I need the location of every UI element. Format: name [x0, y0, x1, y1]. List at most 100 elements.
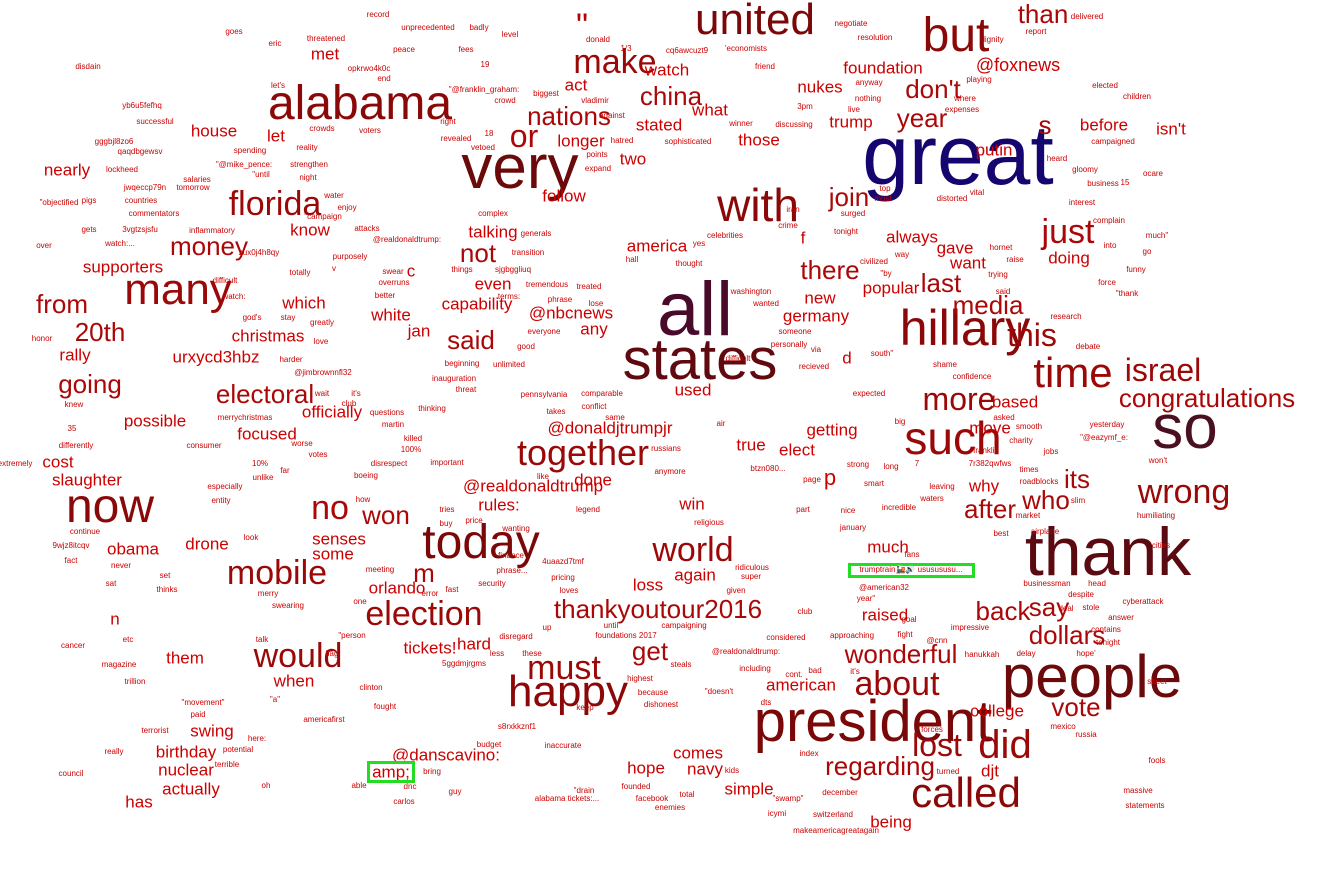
- cloud-word: trying: [988, 270, 1008, 279]
- cloud-word: met: [310, 44, 340, 64]
- cloud-word: smooth: [1015, 422, 1043, 431]
- cloud-word: icymi: [767, 809, 787, 818]
- cloud-word: "person: [338, 631, 366, 640]
- cloud-word: stated: [635, 115, 683, 135]
- cloud-word: phrase: [547, 295, 573, 304]
- cloud-word: peace: [393, 45, 415, 54]
- cloud-word: isn't: [1156, 119, 1186, 139]
- cloud-word: purposely: [332, 252, 368, 261]
- cloud-word: delay: [1016, 649, 1036, 658]
- cloud-word: how: [355, 495, 371, 504]
- cloud-word: mexico: [1050, 722, 1076, 731]
- cloud-word: get: [631, 636, 669, 666]
- cloud-word: n: [110, 609, 120, 629]
- cloud-word: from: [36, 289, 88, 319]
- cloud-word: f: [800, 228, 806, 248]
- cloud-word: phrase...: [496, 566, 528, 575]
- cloud-word: big: [894, 417, 906, 426]
- cloud-word: goal: [901, 615, 917, 624]
- cloud-word: 3pm: [797, 102, 813, 111]
- cloud-word: tries: [439, 505, 455, 514]
- cloud-word: price: [465, 516, 483, 525]
- cloud-word: "thank: [1115, 289, 1139, 298]
- cloud-word: happy: [508, 667, 628, 716]
- cloud-word: right: [440, 117, 456, 126]
- cloud-word: everyone: [527, 327, 561, 336]
- cloud-word: steals: [670, 660, 692, 669]
- cloud-word: legend: [575, 505, 601, 514]
- cloud-word: trump: [829, 112, 873, 132]
- cloud-word: @danscavino:: [392, 745, 500, 765]
- cloud-word: again: [674, 565, 716, 585]
- cloud-word: approaching: [829, 631, 875, 640]
- cloud-word: carlos: [393, 797, 415, 806]
- cloud-word: dnc: [403, 782, 417, 791]
- cloud-word: swearing: [271, 601, 305, 610]
- cloud-word: votes: [308, 450, 328, 459]
- cloud-word: like: [536, 472, 550, 481]
- cloud-word: incredible: [881, 503, 917, 512]
- cloud-word: god's: [242, 313, 262, 322]
- cloud-word: nice: [840, 506, 856, 515]
- cloud-word: statements: [1125, 801, 1165, 810]
- cloud-word: 100%: [400, 445, 422, 454]
- cloud-word: countries: [124, 196, 158, 205]
- cloud-word: tomorrow: [176, 183, 210, 192]
- cloud-word: with: [717, 179, 799, 231]
- cloud-word: cancer: [60, 641, 86, 650]
- cloud-word: important: [430, 458, 464, 467]
- cloud-word: waters: [920, 494, 944, 503]
- cloud-word: charity: [1009, 436, 1033, 445]
- cloud-word: successful: [136, 117, 174, 126]
- cloud-word: far: [280, 466, 290, 475]
- cloud-word: december: [822, 788, 858, 797]
- cloud-word: airplane: [1030, 527, 1060, 536]
- cloud-word: research: [1050, 312, 1082, 321]
- cloud-word: hillary: [899, 300, 1031, 356]
- cloud-word: thank: [1024, 514, 1192, 590]
- cloud-word: switzerland: [812, 810, 854, 819]
- cloud-word: fact: [64, 556, 78, 565]
- cloud-word: actually: [162, 779, 220, 799]
- cloud-word: loves: [559, 586, 579, 595]
- cloud-word: hard: [456, 634, 492, 654]
- cloud-word: report: [1025, 27, 1047, 36]
- cloud-word: negotiate: [834, 19, 868, 28]
- cloud-word: "objectified: [39, 198, 79, 207]
- cloud-word: budget: [476, 740, 502, 749]
- cloud-word: night: [299, 173, 317, 182]
- cloud-word: spending: [233, 146, 267, 155]
- cloud-word: senses: [312, 529, 366, 549]
- cloud-word: less: [489, 649, 505, 658]
- cloud-word: before: [1079, 115, 1129, 135]
- cloud-word: good: [517, 342, 535, 351]
- cloud-word: 4uaazd7tmf: [542, 557, 584, 566]
- cloud-word: distorted: [936, 194, 968, 203]
- cloud-word: 15: [1120, 178, 1130, 187]
- cloud-word: 9wjz8itcqv: [52, 541, 90, 550]
- cloud-word: college: [970, 701, 1024, 721]
- cloud-word: called: [911, 769, 1021, 816]
- highlight-trumptrain: [847, 562, 975, 578]
- cloud-word: must: [527, 649, 601, 687]
- cloud-word: america: [626, 236, 688, 256]
- cloud-word: it's: [850, 667, 860, 676]
- cloud-word: cities: [1151, 541, 1171, 550]
- cloud-word: civilized: [859, 257, 889, 266]
- cloud-word: enjoy: [337, 203, 357, 212]
- cloud-word: nukes: [797, 77, 843, 97]
- cloud-word: p: [823, 465, 837, 490]
- cloud-word: tonight: [833, 227, 859, 236]
- cloud-word: security: [478, 579, 506, 588]
- cloud-word: deal: [1058, 604, 1074, 613]
- cloud-word: "until: [252, 170, 270, 179]
- cloud-word: focused: [237, 424, 297, 444]
- cloud-word: extremely: [0, 459, 33, 468]
- cloud-word: about: [854, 665, 940, 703]
- cloud-word: against: [599, 111, 625, 120]
- cloud-word: 7: [914, 459, 920, 468]
- cloud-word: donald: [585, 35, 611, 44]
- cloud-word: complex: [478, 209, 508, 218]
- cloud-word: hope': [1076, 649, 1096, 658]
- cloud-word: want: [950, 253, 986, 273]
